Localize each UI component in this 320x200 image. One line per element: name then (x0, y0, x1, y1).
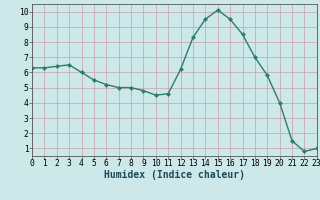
X-axis label: Humidex (Indice chaleur): Humidex (Indice chaleur) (104, 170, 245, 180)
